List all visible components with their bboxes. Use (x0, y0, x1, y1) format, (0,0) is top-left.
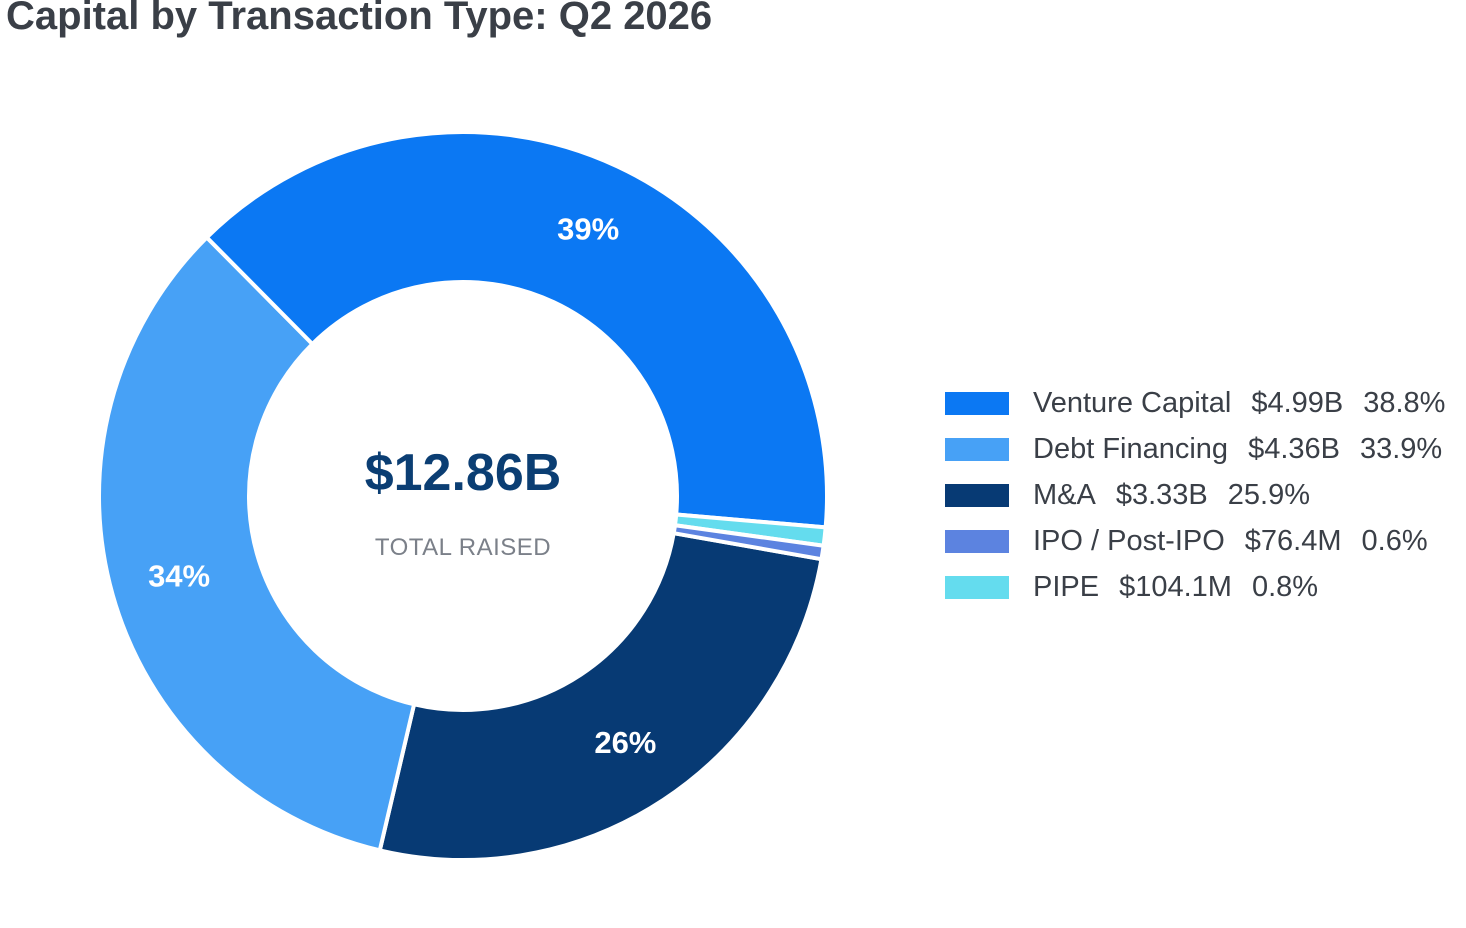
slice-label: 39% (557, 211, 619, 246)
legend-name: IPO / Post-IPO (1033, 524, 1225, 557)
legend-name: Venture Capital (1033, 386, 1232, 419)
donut-slice-debt-financing (97, 235, 417, 853)
slice-label: 26% (594, 725, 656, 760)
center-total-value: $12.86B (365, 444, 562, 502)
legend-name: M&A (1033, 478, 1096, 511)
legend-percent: 33.9% (1359, 432, 1443, 465)
legend-percent: 0.8% (1251, 570, 1319, 603)
legend-swatch (945, 391, 1009, 415)
legend-item: M&A $3.33B 25.9% (945, 472, 1466, 518)
legend-amount: $4.36B (1248, 432, 1340, 465)
donut-chart: 26% 34% 39% $12.86B TOTAL RAISED (97, 130, 829, 862)
chart-title: Capital by Transaction Type: Q2 2026 (6, 0, 713, 38)
legend-percent: 0.6% (1361, 524, 1428, 557)
legend-percent: 25.9% (1227, 478, 1310, 511)
legend-item: PIPE $104.1M 0.8% (945, 564, 1466, 610)
legend-swatch (945, 575, 1009, 599)
legend-amount: $3.33B (1115, 478, 1208, 511)
legend-name: Debt Financing (1033, 432, 1229, 465)
donut-slice-m-a (377, 531, 824, 862)
donut-slices (97, 130, 829, 862)
legend-amount: $76.4M (1244, 524, 1342, 557)
donut-slice-ipo-post-ipo (671, 523, 826, 562)
chart-legend: Venture Capital $4.99B 38.8% Debt Financin… (945, 380, 1466, 610)
legend-item: IPO / Post-IPO $76.4M 0.6% (945, 518, 1466, 564)
center-total-label: TOTAL RAISED (375, 534, 551, 561)
legend-swatch (945, 483, 1009, 507)
legend-swatch (945, 437, 1009, 461)
legend-amount: $4.99B (1251, 386, 1344, 419)
legend-swatch (945, 529, 1009, 553)
donut-slice-venture-capital (204, 130, 829, 530)
legend-percent: 38.8% (1363, 386, 1446, 419)
legend-name: PIPE (1033, 570, 1100, 603)
legend-item: Venture Capital $4.99B 38.8% (945, 380, 1466, 426)
legend-item: Debt Financing $4.36B 33.9% (945, 426, 1466, 472)
slice-labels: 26% 34% 39% (148, 211, 656, 759)
legend-amount: $104.1M (1119, 570, 1232, 603)
slice-label: 34% (148, 559, 210, 594)
